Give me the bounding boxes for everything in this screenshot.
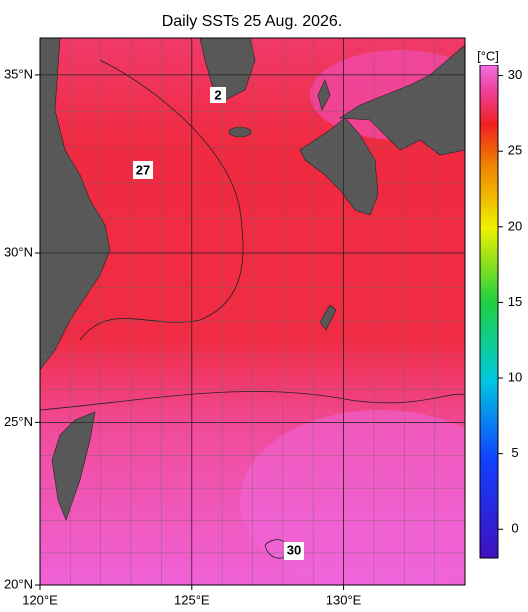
colorbar-tick-label: 0 [511, 521, 518, 536]
contour-label-box [210, 87, 226, 103]
contour [79, 59, 244, 341]
lon-tick-label: 120°E [22, 592, 58, 607]
contour-label-box [284, 542, 304, 560]
lon-tick-label: 125°E [174, 592, 210, 607]
lat-tick-label: 30°N [4, 244, 33, 259]
warm-area [240, 410, 465, 585]
contour-label: 30 [287, 542, 301, 557]
colorbar-tick-label: 15 [508, 294, 522, 309]
lat-tick-label: 20°N [4, 576, 33, 591]
colorbar [479, 64, 499, 559]
lat-tick-label: 25°N [4, 414, 33, 429]
land-honshu [339, 44, 465, 156]
contour-label: 2 [214, 87, 221, 102]
colorbar-tick-label: 30 [508, 67, 522, 82]
colorbar-tick-label: 10 [508, 369, 522, 384]
map-frame [39, 37, 466, 586]
land-taiwan [51, 411, 96, 521]
colorbar-unit: [°C] [477, 48, 499, 63]
contour-label: 27 [136, 162, 150, 177]
lon-tick-label: 130°E [326, 592, 362, 607]
contour-label-box [133, 161, 153, 179]
land-island [317, 79, 331, 111]
land-china [40, 38, 111, 371]
land-okinawa [319, 304, 337, 331]
colorbar-tick-label: 5 [511, 445, 518, 460]
map [40, 38, 465, 585]
title: Daily SSTs 25 Aug. 2026. [162, 13, 343, 30]
colorbar-tick-label: 20 [508, 218, 522, 233]
contour [40, 391, 465, 411]
land-jeju [228, 126, 252, 138]
colorbar-unit-box [474, 49, 502, 65]
colorbar-tick-label: 25 [508, 143, 522, 158]
lat-tick-label: 35°N [4, 66, 33, 81]
land-korea [199, 38, 256, 101]
